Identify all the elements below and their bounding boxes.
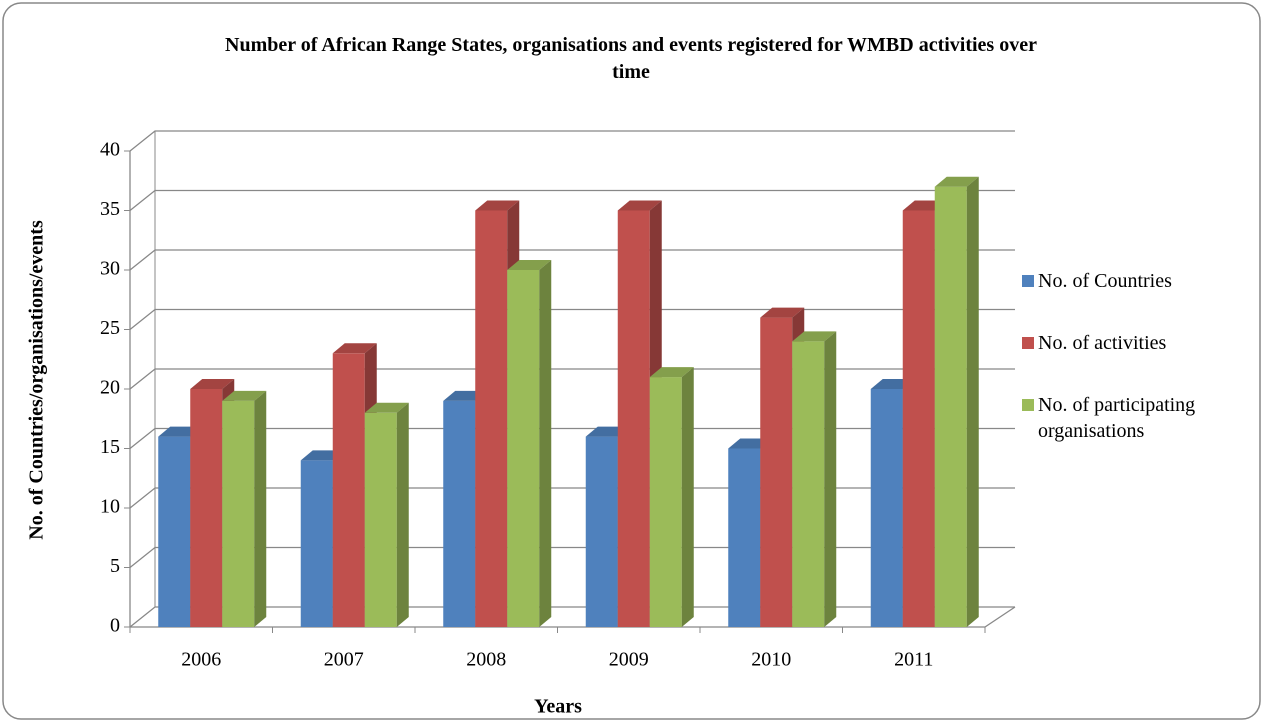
bar-front: [617, 210, 650, 627]
y-tick-label: 5: [110, 555, 120, 577]
bar-front: [158, 436, 191, 627]
bar-front: [902, 210, 935, 627]
bar-top: [364, 402, 409, 413]
bar-side: [254, 390, 267, 627]
bar-side: [539, 260, 552, 627]
x-axis-label: Years: [534, 696, 582, 718]
bar: [364, 402, 409, 627]
bar-top: [934, 176, 979, 187]
bar-front: [443, 400, 476, 627]
legend-item: No. of participating organisations: [1022, 392, 1252, 444]
bar-top: [617, 200, 662, 211]
grid-line: [129, 249, 1015, 271]
y-tick-label: 20: [100, 377, 120, 399]
bar-front: [190, 389, 223, 627]
bar-side: [396, 402, 409, 627]
bar: [507, 260, 552, 627]
y-tick-label: 15: [100, 436, 120, 458]
bar-side: [966, 176, 979, 627]
chart-title: Number of African Range States, organisa…: [225, 34, 1037, 83]
bar-front: [475, 210, 508, 627]
bar: [792, 331, 837, 627]
bar: [222, 390, 267, 627]
x-tick-label: 2006: [181, 649, 221, 671]
y-tick-label: 35: [100, 198, 120, 220]
x-tick-label: 2007: [324, 649, 364, 671]
legend-swatch: [1022, 275, 1034, 287]
legend: No. of Countries No. of activities No. of …: [1022, 268, 1252, 480]
bar: [934, 176, 979, 627]
bar-front: [934, 186, 967, 627]
bar-side: [681, 367, 694, 627]
bar-front: [364, 412, 397, 627]
legend-label: No. of participating organisations: [1038, 394, 1196, 442]
bar-front: [585, 436, 618, 627]
bar-top: [190, 379, 235, 389]
bar-front: [728, 448, 761, 627]
bar-top: [649, 367, 694, 378]
bar-front: [649, 377, 682, 627]
bar-top: [507, 260, 552, 270]
bar-top: [760, 307, 805, 318]
bar-front: [507, 270, 540, 627]
y-tick-label: 30: [100, 258, 120, 280]
x-tick-label: 2010: [751, 649, 791, 671]
grid-line: [129, 427, 1015, 450]
bar-front: [760, 317, 793, 627]
bar-front: [792, 341, 825, 627]
legend-swatch: [1022, 337, 1034, 349]
legend-label: No. of activities: [1038, 332, 1167, 354]
bar-top: [792, 331, 837, 342]
bar-top: [222, 390, 267, 401]
x-tick-label: 2009: [609, 649, 649, 671]
legend-swatch: [1022, 399, 1034, 411]
bar-front: [332, 353, 365, 627]
grid-line: [129, 189, 1015, 212]
bar-top: [475, 200, 520, 211]
bar-side: [824, 331, 837, 627]
bar-front: [300, 460, 333, 627]
grid-line: [129, 308, 1015, 331]
y-axis-label: No. of Countries/organisations/events: [26, 220, 48, 540]
grid-line: [129, 368, 1015, 390]
legend-item: No. of Countries: [1022, 268, 1252, 294]
x-tick-label: 2011: [894, 649, 933, 671]
y-tick-label: 0: [110, 615, 120, 637]
bar: [649, 367, 694, 627]
legend-item: No. of activities: [1022, 330, 1252, 356]
bar-top: [332, 343, 377, 354]
y-tick-label: 40: [100, 139, 120, 161]
bar-front: [870, 389, 903, 627]
bar-front: [222, 400, 255, 627]
grid-line: [129, 130, 1015, 152]
legend-label: No. of Countries: [1038, 270, 1172, 292]
y-tick-label: 10: [100, 496, 120, 518]
x-tick-label: 2008: [466, 649, 506, 671]
y-tick-label: 25: [100, 317, 120, 339]
